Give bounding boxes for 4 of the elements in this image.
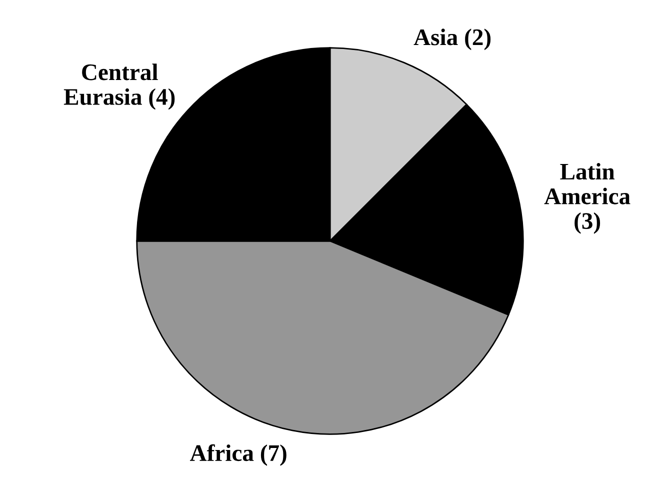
slice-label: Asia (2) bbox=[414, 28, 491, 50]
slice-label: Africa (7) bbox=[190, 444, 286, 466]
slice-label: Latin America (3) bbox=[544, 163, 630, 234]
slice-label: Central Eurasia (4) bbox=[64, 64, 175, 110]
